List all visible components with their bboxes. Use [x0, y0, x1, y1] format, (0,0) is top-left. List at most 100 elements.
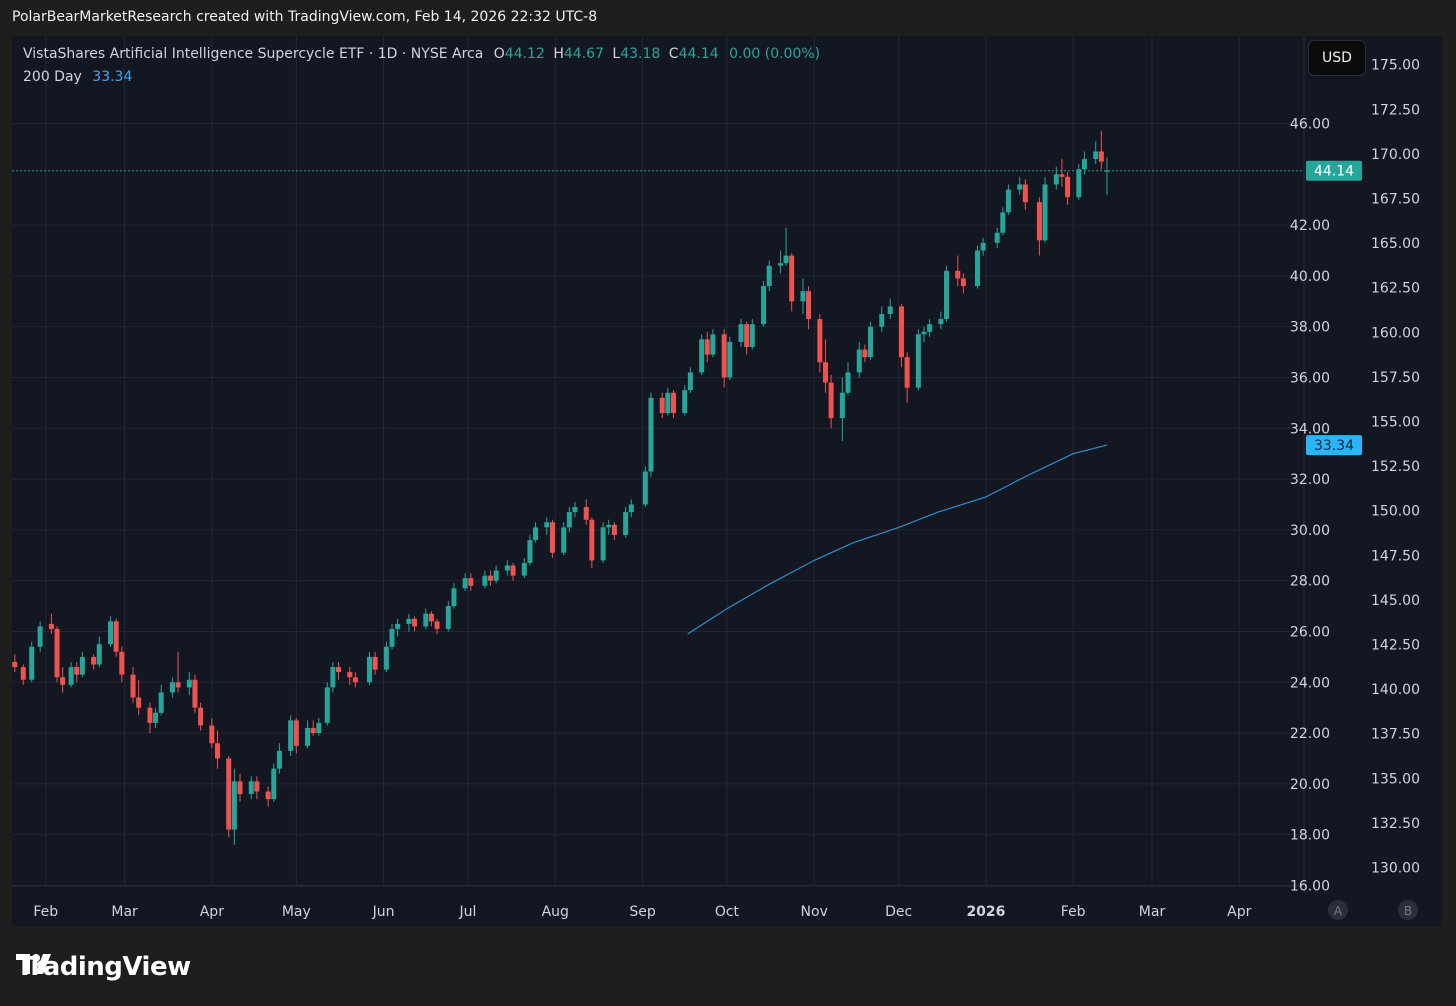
candle — [96, 636, 102, 668]
candle-body — [527, 540, 533, 563]
candle-body — [766, 265, 772, 287]
candle — [412, 616, 418, 632]
candle-body — [1065, 176, 1071, 198]
price-tick-label: 46.00 — [1290, 117, 1330, 133]
tradingview-logo-icon — [16, 954, 51, 974]
candle — [254, 776, 260, 800]
candles — [12, 131, 1110, 845]
ma-200-line — [687, 444, 1108, 635]
candle-body — [482, 575, 488, 586]
candle-body — [783, 255, 789, 264]
currency-button[interactable]: USD — [1308, 40, 1366, 76]
price-tick-label: 34.00 — [1290, 421, 1330, 437]
time-tick-label: Apr — [200, 904, 224, 920]
chart-panel[interactable]: 44.14 33.34 16.00 18.00 20.00 22.00 24.00 26.0… — [12, 36, 1442, 926]
candle-body — [91, 656, 97, 665]
secondary-price-tick-label: 155.00 — [1371, 415, 1420, 431]
candle-body — [271, 768, 277, 800]
low-label: L — [612, 46, 621, 62]
candle-body — [383, 646, 389, 670]
candle — [766, 260, 772, 292]
candle — [1093, 141, 1099, 165]
candle — [845, 362, 851, 396]
candle — [113, 618, 119, 657]
price-tick-label: 40.00 — [1290, 269, 1330, 285]
candle — [74, 661, 80, 683]
candle-body — [561, 527, 567, 553]
secondary-price-tick-label: 142.50 — [1371, 638, 1420, 654]
candle-body — [533, 527, 539, 541]
candle — [451, 583, 457, 609]
candle — [153, 707, 159, 729]
candle-body — [1093, 151, 1099, 160]
candle — [1104, 157, 1110, 196]
secondary-price-tick-label: 172.50 — [1371, 102, 1420, 118]
price-tick-label: 18.00 — [1290, 828, 1330, 844]
candle — [600, 522, 606, 563]
candle — [938, 311, 944, 330]
candle-body — [423, 613, 429, 627]
candle — [980, 237, 986, 256]
secondary-price-tick-label: 132.50 — [1371, 816, 1420, 832]
candle-body — [921, 331, 927, 335]
candle — [887, 298, 893, 320]
candle-body — [744, 324, 750, 348]
candle — [68, 661, 74, 688]
candle-body — [611, 524, 617, 535]
scale-button-a[interactable] — [1328, 900, 1348, 920]
candle-body — [74, 667, 80, 675]
candle-body — [856, 349, 862, 373]
candle-body — [192, 679, 198, 708]
close-label: C — [668, 46, 679, 62]
scale-button-b[interactable] — [1398, 900, 1418, 920]
candle-body — [1076, 169, 1082, 198]
candle-body — [761, 286, 767, 325]
candle-body — [828, 382, 834, 419]
attribution-bar: PolarBearMarketResearch created with Tra… — [0, 0, 1456, 36]
candle-body — [169, 682, 175, 693]
secondary-price-tick-label: 167.50 — [1371, 192, 1420, 208]
candle — [1022, 179, 1028, 210]
candle — [611, 522, 617, 541]
candle-body — [1081, 159, 1087, 170]
candle-body — [789, 255, 795, 302]
candle-body — [412, 618, 418, 627]
candle — [214, 730, 220, 769]
candle-body — [566, 512, 572, 528]
candle — [572, 501, 578, 518]
candle-body — [710, 334, 716, 355]
candle — [777, 250, 783, 274]
candle — [955, 255, 961, 287]
candle-body — [682, 390, 688, 414]
candle-body — [209, 725, 215, 744]
candle — [209, 717, 215, 749]
candle-body — [158, 692, 164, 713]
candle — [606, 519, 612, 535]
candle — [628, 499, 634, 518]
ma-legend[interactable]: 200 Day 33.34 — [23, 69, 132, 85]
candle — [237, 773, 243, 802]
candle — [366, 651, 372, 685]
candle-body — [54, 628, 60, 678]
candle — [738, 319, 744, 348]
price-axis[interactable]: 16.00 18.00 20.00 22.00 24.00 26.00 28.00 30.00… — [1290, 58, 1420, 895]
symbol-title[interactable]: VistaShares Artificial Intelligence Supe… — [23, 46, 484, 62]
candle — [186, 672, 192, 695]
candle — [445, 601, 451, 632]
candle-body — [130, 674, 136, 698]
candle-body — [960, 278, 966, 287]
candle-body — [305, 728, 311, 746]
candle — [822, 339, 828, 393]
candle — [927, 319, 933, 337]
time-tick-label: Apr — [1227, 904, 1251, 920]
tradingview-logo[interactable]: TradingView — [16, 952, 191, 982]
time-axis[interactable]: Feb Mar Apr May Jun Jul Aug Sep Oct Nov Dec 2026 Feb… — [33, 900, 1418, 920]
candle-body — [589, 519, 595, 561]
candlestick-chart[interactable]: 44.14 33.34 16.00 18.00 20.00 22.00 24.00 26.0… — [12, 36, 1442, 926]
candle — [119, 646, 125, 683]
secondary-price-tick-label: 175.00 — [1371, 58, 1420, 74]
candle — [510, 562, 516, 581]
candle — [665, 387, 671, 416]
candle — [136, 679, 142, 716]
candle-body — [231, 781, 237, 830]
